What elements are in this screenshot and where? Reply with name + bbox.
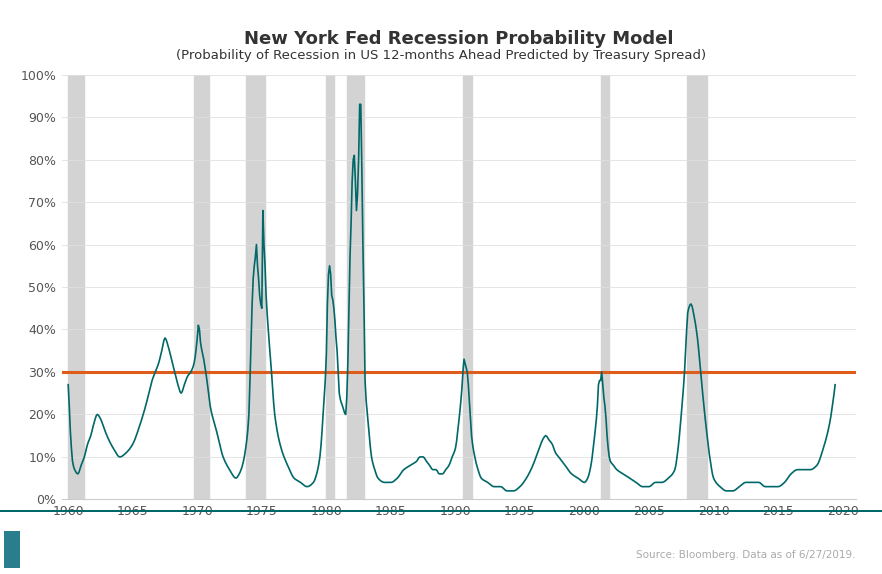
Bar [601, 75, 609, 499]
Text: (Probability of Recession in US 12-months Ahead Predicted by Treasury Spread): (Probability of Recession in US 12-month… [176, 49, 706, 62]
Bar [687, 75, 707, 499]
Bar [326, 75, 334, 499]
Bar [463, 75, 472, 499]
Text: Source: Bloomberg. Data as of 6/27/2019.: Source: Bloomberg. Data as of 6/27/2019. [636, 550, 856, 560]
Bar [246, 75, 265, 499]
Bar [68, 75, 85, 499]
Bar [347, 75, 364, 499]
Bar [194, 75, 209, 499]
Title: New York Fed Recession Probability Model: New York Fed Recession Probability Model [244, 30, 673, 48]
